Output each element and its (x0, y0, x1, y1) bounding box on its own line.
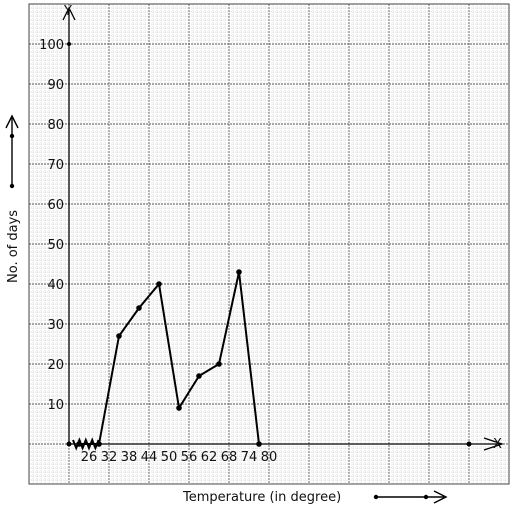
grid-border (28, 3, 510, 485)
x-tick-label: 56 (181, 450, 198, 465)
y-tick-label: 50 (47, 238, 64, 253)
x-tick-label: 26 (81, 450, 98, 465)
y-tick-label: 90 (47, 78, 64, 93)
axes (62, 6, 505, 451)
y-direction-dot (9, 133, 15, 139)
y-tick-label: 20 (47, 358, 64, 373)
x-tick-label: 38 (121, 450, 138, 465)
x-axis-title: Temperature (in degree) (182, 490, 341, 505)
data-point (176, 405, 182, 411)
data-point (196, 373, 202, 379)
x-direction-arrowhead (433, 490, 448, 504)
axis-titles: Temperature (in degree) No. of days X Y (6, 4, 502, 505)
data-point (256, 441, 262, 447)
y-tick-label: 40 (47, 278, 64, 293)
y-tick-label: 80 (47, 118, 64, 133)
x-tick-label: 32 (101, 450, 118, 465)
data-point (116, 333, 122, 339)
grid (28, 3, 510, 485)
data-point (96, 441, 102, 447)
direction-arrows (5, 114, 448, 504)
y-tick-label: 10 (47, 398, 64, 413)
x-tick-label: 50 (161, 450, 178, 465)
data-point (76, 441, 82, 447)
origin-dot (66, 441, 72, 447)
y-tick-label: 60 (47, 198, 64, 213)
x-direction-dot (423, 494, 429, 500)
y-tick-label: 70 (47, 158, 64, 173)
data-point (136, 305, 142, 311)
x-axis-letter: X (493, 437, 502, 452)
y-tick-label: 30 (47, 318, 64, 333)
y-axis-letter: Y (63, 4, 72, 19)
x-tick-label: 68 (221, 450, 238, 465)
x-tick-label: 44 (141, 450, 158, 465)
tick-labels: 26 32 38 44 50 56 62 68 74 8010203040506070809010… (39, 38, 277, 465)
x-direction-dot (373, 494, 379, 500)
series-line (79, 271, 260, 445)
y-axis-title: No. of days (6, 210, 21, 283)
x-tick-label: 74 (241, 450, 258, 465)
x-axis-arrowhead (483, 437, 505, 451)
x-tick-label: 62 (201, 450, 218, 465)
x-tick-label: 80 (261, 450, 278, 465)
data-point (236, 269, 242, 275)
y-direction-arrowhead (5, 114, 19, 129)
x-axis-end-dot (466, 441, 472, 447)
y-tick-label: 100 (39, 38, 64, 53)
series (76, 269, 472, 447)
data-point (156, 281, 162, 287)
data-point (216, 361, 222, 367)
y-axis-top-dot (67, 42, 71, 46)
y-axis-arrowhead (62, 6, 76, 21)
y-direction-dot (9, 183, 15, 189)
